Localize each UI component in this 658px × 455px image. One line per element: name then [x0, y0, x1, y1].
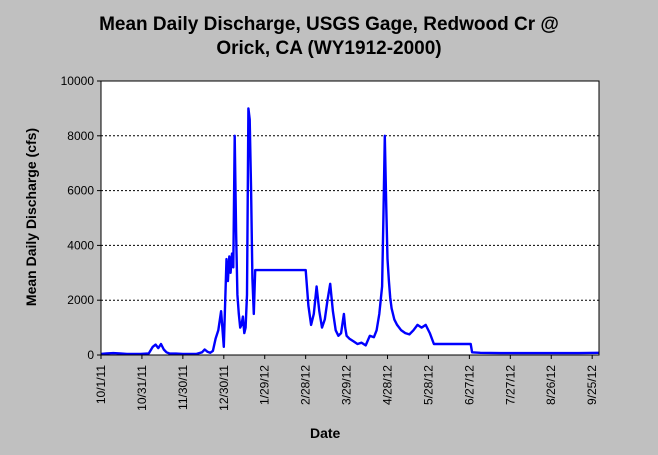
- chart-title-line-1: Mean Daily Discharge, USGS Gage, Redwood…: [99, 14, 559, 35]
- y-tick-label: 0: [87, 348, 94, 362]
- x-tick-label: 1/29/12: [258, 365, 272, 405]
- x-tick-label: 7/27/12: [503, 365, 517, 405]
- y-tick-label: 4000: [67, 238, 94, 252]
- y-tick-label: 8000: [67, 129, 94, 143]
- x-tick-label: 9/25/12: [585, 365, 599, 405]
- plot-border: [100, 80, 600, 356]
- chart-title-line-2: Orick, CA (WY1912-2000): [216, 38, 442, 59]
- x-tick-label: 11/30/11: [176, 365, 190, 410]
- x-tick-label: 2/28/12: [299, 365, 313, 405]
- x-tick-label: 6/27/12: [462, 365, 476, 405]
- x-tick-label: 10/1/11: [94, 365, 108, 404]
- x-tick-label: 12/30/11: [217, 365, 231, 411]
- x-tick-label: 4/28/12: [381, 365, 395, 405]
- y-tick-label: 6000: [67, 184, 94, 198]
- x-tick-label: 3/29/12: [340, 365, 354, 405]
- series-line: [100, 107, 600, 356]
- x-tick-label: 10/31/11: [135, 365, 149, 411]
- y-tick-label: 2000: [67, 293, 94, 307]
- plot-background: [101, 81, 599, 355]
- x-tick-label: 5/28/12: [421, 365, 435, 405]
- x-axis-label: Date: [310, 425, 341, 441]
- y-tick-label: 10000: [61, 74, 95, 88]
- x-tick-label: 8/26/12: [544, 365, 558, 405]
